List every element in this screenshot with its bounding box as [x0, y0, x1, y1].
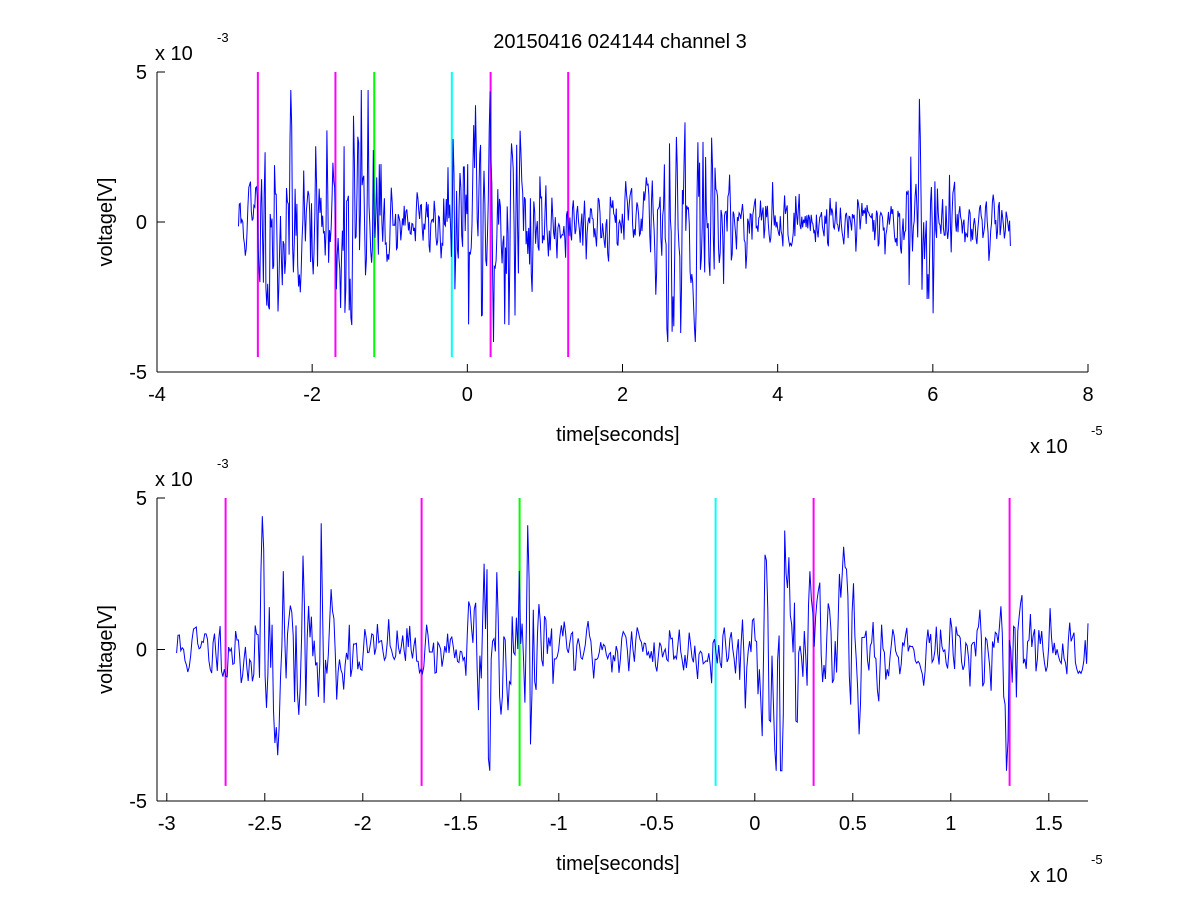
x-tick-label: 4 — [772, 384, 783, 406]
y-tick-label: 5 — [136, 62, 147, 84]
x-exponent-label: x 10 — [1030, 436, 1068, 458]
y-tick-label: 0 — [136, 212, 147, 234]
y-exponent-label: x 10 — [155, 43, 193, 65]
x-tick-label: 0 — [749, 813, 760, 835]
y-axis-label: voltage[V] — [95, 605, 117, 694]
x-axis-label: time[seconds] — [556, 853, 679, 875]
x-tick-label: 8 — [1082, 384, 1093, 406]
x-tick-label: -3 — [158, 813, 176, 835]
y-tick-label: -5 — [129, 791, 147, 813]
x-tick-label: 1.5 — [1035, 813, 1063, 835]
y-exponent-power: -3 — [217, 30, 229, 45]
y-tick-label: -5 — [129, 362, 147, 384]
x-tick-label: 0.5 — [839, 813, 867, 835]
x-tick-label: -1.5 — [444, 813, 478, 835]
x-tick-label: -4 — [148, 384, 166, 406]
y-tick-label: 5 — [136, 488, 147, 510]
x-tick-label: -2.5 — [248, 813, 282, 835]
figure-title: 20150416 024144 channel 3 — [493, 31, 747, 53]
x-tick-label: -2 — [354, 813, 372, 835]
y-exponent-power: -3 — [217, 456, 229, 471]
voltage-series — [238, 89, 1011, 343]
y-tick-label: 0 — [136, 640, 147, 662]
x-tick-label: 6 — [927, 384, 938, 406]
top-plot: -4 -2 0 2 4 6 8 -5 0 5 time[seconds] voltage[V] x 10… — [95, 30, 1103, 458]
x-tick-label: 2 — [617, 384, 628, 406]
y-exponent-label: x 10 — [155, 469, 193, 491]
x-exponent-power: -5 — [1091, 423, 1103, 438]
x-tick-label: 0 — [462, 384, 473, 406]
x-tick-label: -2 — [303, 384, 321, 406]
x-tick-label: -1 — [550, 813, 568, 835]
x-exponent-power: -5 — [1091, 852, 1103, 867]
voltage-series — [176, 516, 1089, 772]
x-tick-label: 1 — [945, 813, 956, 835]
x-exponent-label: x 10 — [1030, 865, 1068, 887]
bottom-plot: -3 -2.5 -2 -1.5 -1 -0.5 0 0.5 1 1.5 -5 0 5 time[secon… — [95, 456, 1103, 887]
x-axis-label: time[seconds] — [556, 424, 679, 446]
x-tick-label: -0.5 — [640, 813, 674, 835]
y-axis-label: voltage[V] — [95, 178, 117, 267]
